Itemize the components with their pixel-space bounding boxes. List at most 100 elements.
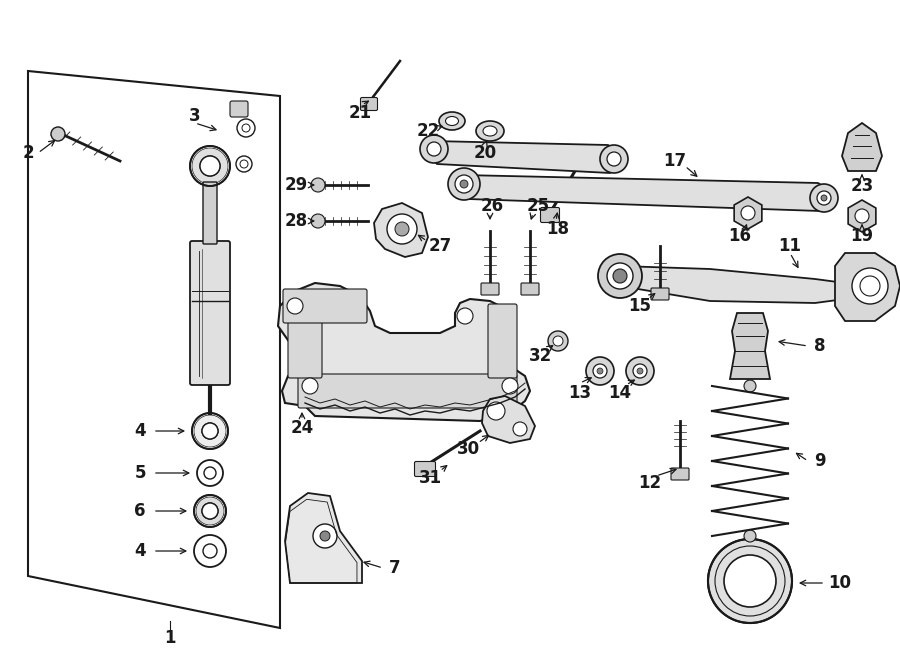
Polygon shape <box>460 175 832 211</box>
FancyBboxPatch shape <box>671 468 689 480</box>
Text: 5: 5 <box>134 464 146 482</box>
Circle shape <box>607 152 621 166</box>
Text: 24: 24 <box>291 419 313 437</box>
Circle shape <box>460 180 468 188</box>
Text: 18: 18 <box>546 220 570 238</box>
Text: 21: 21 <box>348 104 372 122</box>
Polygon shape <box>374 203 428 257</box>
Circle shape <box>311 178 325 192</box>
Circle shape <box>200 156 220 176</box>
Circle shape <box>51 127 65 141</box>
Circle shape <box>513 422 527 436</box>
Text: 10: 10 <box>829 574 851 592</box>
Circle shape <box>633 364 647 378</box>
Circle shape <box>708 539 792 623</box>
Text: 22: 22 <box>417 122 439 140</box>
Text: 23: 23 <box>850 177 874 195</box>
Text: 16: 16 <box>728 227 752 245</box>
Text: 3: 3 <box>189 107 201 125</box>
Text: 31: 31 <box>418 469 442 487</box>
Text: 11: 11 <box>778 237 802 255</box>
Circle shape <box>287 298 303 314</box>
Circle shape <box>597 368 603 374</box>
Circle shape <box>548 331 568 351</box>
Circle shape <box>607 263 633 289</box>
Text: 4: 4 <box>134 542 146 560</box>
Circle shape <box>192 148 228 184</box>
Text: 4: 4 <box>134 422 146 440</box>
Circle shape <box>724 555 776 607</box>
Circle shape <box>311 214 325 228</box>
Polygon shape <box>835 253 900 321</box>
Circle shape <box>427 142 441 156</box>
Text: 15: 15 <box>628 297 652 315</box>
Text: 6: 6 <box>134 502 146 520</box>
FancyBboxPatch shape <box>298 374 517 408</box>
Circle shape <box>817 191 831 205</box>
Circle shape <box>502 378 518 394</box>
Polygon shape <box>482 396 535 443</box>
Circle shape <box>586 357 614 385</box>
Text: 20: 20 <box>473 144 497 162</box>
Polygon shape <box>278 283 530 421</box>
Circle shape <box>600 145 628 173</box>
Circle shape <box>387 214 417 244</box>
Circle shape <box>810 184 838 212</box>
Circle shape <box>852 268 888 304</box>
Text: 7: 7 <box>389 559 400 577</box>
Circle shape <box>448 168 480 200</box>
Text: 12: 12 <box>638 474 662 492</box>
Polygon shape <box>620 266 850 303</box>
Text: 2: 2 <box>22 144 34 162</box>
Circle shape <box>598 254 642 298</box>
Circle shape <box>553 336 563 346</box>
FancyBboxPatch shape <box>283 289 367 323</box>
Circle shape <box>202 423 218 439</box>
Circle shape <box>855 209 869 223</box>
Polygon shape <box>730 313 770 379</box>
Text: 17: 17 <box>663 152 687 170</box>
FancyBboxPatch shape <box>361 98 377 110</box>
Ellipse shape <box>439 112 465 130</box>
Circle shape <box>637 368 643 374</box>
Polygon shape <box>842 123 882 171</box>
Circle shape <box>395 222 409 236</box>
Circle shape <box>821 195 827 201</box>
Circle shape <box>196 497 224 525</box>
Circle shape <box>313 524 337 548</box>
Text: 25: 25 <box>526 197 550 215</box>
Text: 19: 19 <box>850 227 874 245</box>
Circle shape <box>744 380 756 392</box>
FancyBboxPatch shape <box>481 283 499 295</box>
Text: 32: 32 <box>528 347 552 365</box>
Circle shape <box>302 378 318 394</box>
Text: 8: 8 <box>814 337 826 355</box>
FancyBboxPatch shape <box>488 304 517 378</box>
Circle shape <box>457 308 473 324</box>
FancyBboxPatch shape <box>521 283 539 295</box>
Circle shape <box>741 206 755 220</box>
Text: 28: 28 <box>284 212 308 230</box>
Circle shape <box>744 530 756 542</box>
Polygon shape <box>430 141 621 173</box>
FancyBboxPatch shape <box>651 288 669 300</box>
FancyBboxPatch shape <box>190 241 230 385</box>
FancyBboxPatch shape <box>415 461 436 477</box>
Text: 27: 27 <box>428 237 452 255</box>
Ellipse shape <box>446 116 458 126</box>
Circle shape <box>320 531 330 541</box>
Text: 26: 26 <box>481 197 504 215</box>
Text: 9: 9 <box>814 452 826 470</box>
Ellipse shape <box>476 121 504 141</box>
FancyBboxPatch shape <box>541 208 560 223</box>
Circle shape <box>202 503 218 519</box>
Text: 29: 29 <box>284 176 308 194</box>
FancyBboxPatch shape <box>288 294 322 378</box>
Circle shape <box>613 269 627 283</box>
FancyBboxPatch shape <box>230 101 248 117</box>
Ellipse shape <box>483 126 497 136</box>
Text: 13: 13 <box>569 384 591 402</box>
Circle shape <box>593 364 607 378</box>
Text: 1: 1 <box>164 629 176 647</box>
FancyBboxPatch shape <box>203 182 217 244</box>
